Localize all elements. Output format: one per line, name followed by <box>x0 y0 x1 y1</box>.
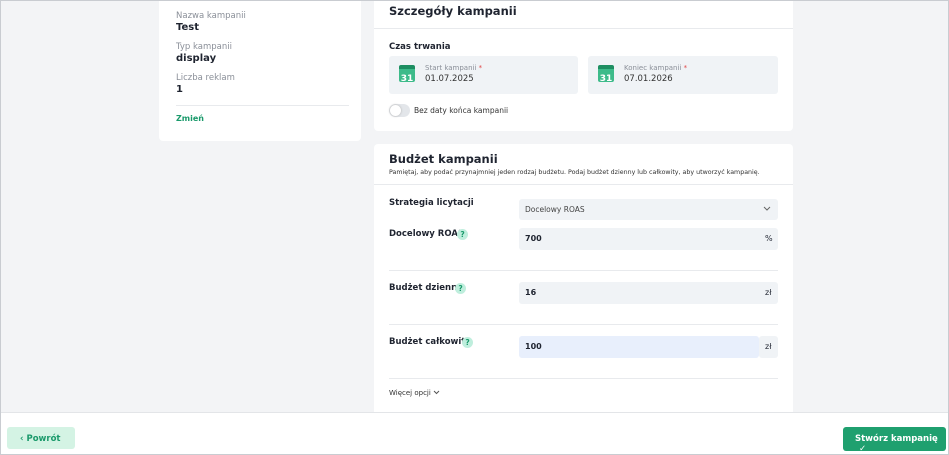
date-field[interactable] <box>588 56 778 94</box>
label-text: Koniec kampanii <box>624 64 682 72</box>
help-icon[interactable]: ? <box>462 337 473 348</box>
section-title: Budżet kampanii <box>389 152 498 166</box>
help-icon[interactable]: ? <box>455 283 466 294</box>
summary-card <box>159 1 361 141</box>
more-options-text: Więcej opcji <box>389 389 431 397</box>
date-value: 01.07.2025 <box>425 74 474 84</box>
help-icon[interactable]: ? <box>457 229 468 240</box>
toggle-label: Bez daty końca kampanii <box>414 106 509 115</box>
value: 1 <box>176 84 183 95</box>
value: display <box>176 53 217 64</box>
input[interactable] <box>519 336 759 358</box>
input-value: 100 <box>525 342 542 351</box>
label: Liczba reklam <box>176 73 235 83</box>
chevron-down <box>433 390 440 395</box>
divider <box>374 184 793 185</box>
back-button[interactable]: ‹ Powrót <box>7 427 75 449</box>
button-text: Powrót <box>26 434 61 444</box>
label: Budżet dzienny <box>389 283 463 293</box>
input[interactable] <box>519 228 778 250</box>
section-title: Szczegóły kampanii <box>389 4 517 18</box>
divider <box>374 28 793 29</box>
input[interactable] <box>519 282 778 304</box>
unit: zł <box>765 342 772 351</box>
select-value: Docelowy ROAS <box>525 205 585 214</box>
button-text: Stwórz kampanię <box>855 434 938 444</box>
input-value: 16 <box>525 288 537 297</box>
label: Docelowy ROAS <box>389 229 465 239</box>
description: Pamiętaj, aby podać przynajmniej jeden r… <box>389 169 760 176</box>
divider <box>389 378 778 379</box>
divider <box>176 105 349 106</box>
calendar-icon: 31 <box>399 65 415 84</box>
create-button[interactable]: Stwórz kampanię ✓ <box>843 427 946 454</box>
calendar-icon: 31 <box>598 65 614 84</box>
unit: % <box>765 234 773 243</box>
label: Start kampanii * <box>425 65 482 72</box>
toggle-knob <box>390 105 401 116</box>
date-value: 07.01.2026 <box>624 74 673 84</box>
divider <box>389 324 778 325</box>
divider <box>389 270 778 271</box>
unit-box <box>759 336 778 358</box>
label: Nazwa kampanii <box>176 11 246 21</box>
label: Budżet całkowity <box>389 337 471 347</box>
input-value: 700 <box>525 234 542 243</box>
required: * <box>683 64 688 72</box>
toggle[interactable] <box>389 104 410 117</box>
footer <box>1 412 948 454</box>
label: Czas trwania <box>389 42 451 52</box>
unit: zł <box>765 288 772 297</box>
required: * <box>478 64 483 72</box>
value: Test <box>176 22 200 33</box>
select[interactable] <box>519 199 778 220</box>
change-link[interactable]: Zmień <box>176 114 204 123</box>
date-field[interactable] <box>389 56 578 94</box>
label: Typ kampanii <box>176 42 232 52</box>
label-text: Start kampanii <box>425 64 477 72</box>
label: Koniec kampanii * <box>624 65 687 72</box>
more-options[interactable]: Więcej opcji <box>389 390 440 397</box>
label: Strategia licytacji <box>389 198 474 208</box>
budget-card <box>374 144 793 416</box>
chevron-down <box>763 206 771 211</box>
